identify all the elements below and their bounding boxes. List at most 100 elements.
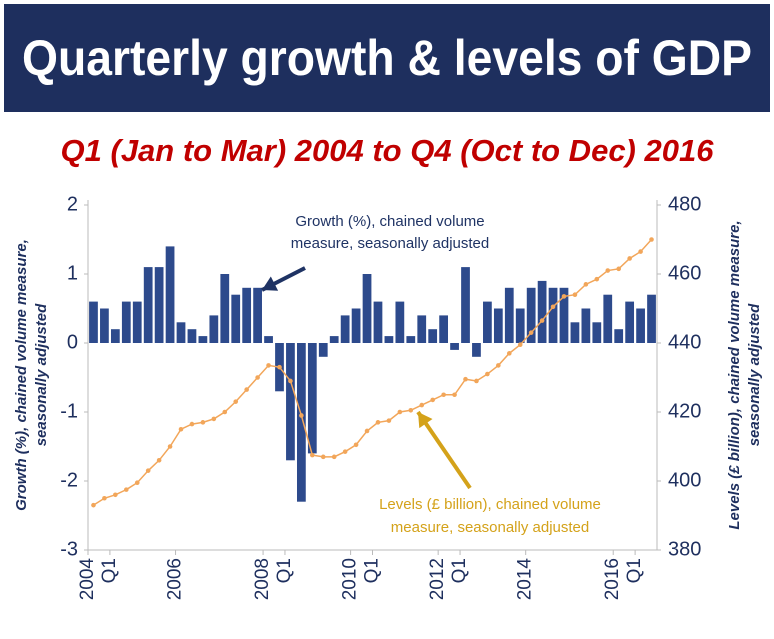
bar — [286, 343, 295, 461]
x-tick-label: 2006 — [165, 558, 186, 600]
annotation-text: measure, seasonally adjusted — [291, 235, 489, 252]
line — [93, 238, 653, 506]
line-marker — [474, 378, 479, 384]
y-axis-label: Growth (%), chained volume measure, seas… — [13, 239, 50, 511]
line-marker — [430, 397, 435, 403]
y2-tick-label: 400 — [668, 469, 701, 491]
bar — [110, 329, 120, 343]
line-marker — [310, 452, 315, 458]
y-tick-label: 0 — [67, 331, 78, 353]
line-marker — [561, 294, 567, 299]
bar — [526, 287, 536, 343]
x-tick-label: Q1 — [624, 558, 645, 583]
bar — [384, 336, 394, 343]
line-marker — [167, 444, 173, 449]
line-marker — [211, 416, 217, 422]
line-marker — [496, 363, 501, 368]
line-marker — [550, 304, 556, 310]
annotation-text: Growth (%), chained volume — [295, 213, 484, 230]
annotation-arrow — [416, 410, 472, 490]
line-marker — [419, 402, 425, 408]
bar — [132, 301, 142, 343]
line-marker — [627, 256, 632, 261]
y2-tick-label: 480 — [668, 193, 701, 215]
line-marker — [539, 318, 545, 323]
line-marker — [200, 420, 206, 425]
bar — [417, 315, 427, 343]
line-marker — [145, 468, 151, 473]
bar — [647, 294, 656, 343]
line-marker — [222, 409, 228, 415]
x-tick-label: 2004 — [77, 558, 98, 601]
line-marker — [649, 237, 654, 242]
line-marker — [616, 266, 622, 272]
bar — [548, 287, 558, 343]
bar — [581, 308, 591, 343]
x-tick-label: Q1 — [99, 558, 120, 583]
bar — [570, 322, 580, 343]
bar — [493, 308, 503, 343]
chart-subtitle: Q1 (Jan to Mar) 2004 to Q4 (Oct to Dec) … — [61, 133, 715, 168]
line-marker — [189, 421, 195, 427]
annotation-arrow-head — [262, 276, 279, 291]
line-marker — [441, 392, 446, 398]
bar — [198, 336, 208, 343]
annotation-text: Levels (£ billion), chained volume — [379, 496, 601, 513]
line-marker — [397, 409, 403, 415]
bar — [154, 267, 164, 343]
y2-label-line: seasonally adjusted — [746, 303, 763, 446]
bar — [592, 322, 602, 343]
line-marker — [178, 426, 184, 432]
x-tick-label: Q1 — [449, 558, 470, 583]
bar — [121, 301, 131, 343]
line-marker — [638, 249, 643, 254]
y-label-line: seasonally adjusted — [33, 303, 50, 446]
bar — [450, 343, 459, 350]
bar — [176, 322, 186, 343]
line-marker — [452, 392, 457, 398]
line-marker — [375, 420, 381, 425]
bar — [603, 294, 613, 343]
line-marker — [605, 268, 611, 273]
bar — [504, 287, 514, 343]
line-marker — [123, 487, 129, 492]
bar — [165, 246, 175, 343]
line-marker — [364, 428, 370, 434]
y2-axis-label: Levels (£ billion), chained volume measu… — [726, 220, 763, 529]
line-marker — [353, 442, 359, 448]
line-marker — [156, 458, 162, 463]
annotation-text: measure, seasonally adjusted — [391, 519, 589, 536]
line-marker — [255, 375, 260, 380]
bar — [515, 308, 525, 343]
line-marker — [266, 363, 271, 368]
line-marker — [528, 330, 534, 335]
x-tick-label: 2016 — [602, 558, 623, 600]
bar — [253, 287, 262, 343]
bar — [395, 301, 405, 343]
y-tick-label: -1 — [60, 400, 78, 422]
line-marker — [320, 454, 326, 460]
line-marker — [583, 282, 589, 287]
bar — [461, 267, 470, 343]
line-marker — [331, 454, 337, 460]
line-marker — [506, 351, 512, 356]
x-tick-label: Q1 — [274, 558, 295, 583]
x-tick-label: 2008 — [252, 558, 273, 600]
bar — [143, 267, 153, 343]
bar — [242, 287, 252, 343]
line-marker — [463, 376, 468, 382]
bar — [307, 343, 317, 454]
y-tick-label: 1 — [67, 262, 78, 284]
y2-tick-label: 440 — [668, 331, 701, 353]
bar — [373, 301, 383, 343]
bar — [406, 336, 416, 343]
bar — [351, 308, 361, 343]
bar — [318, 343, 328, 357]
line-marker — [572, 292, 578, 298]
bar — [428, 329, 438, 343]
bar — [89, 301, 98, 343]
y2-label-line: Levels (£ billion), chained volume measu… — [726, 220, 743, 529]
line-marker — [233, 399, 239, 404]
line-marker — [386, 418, 392, 423]
